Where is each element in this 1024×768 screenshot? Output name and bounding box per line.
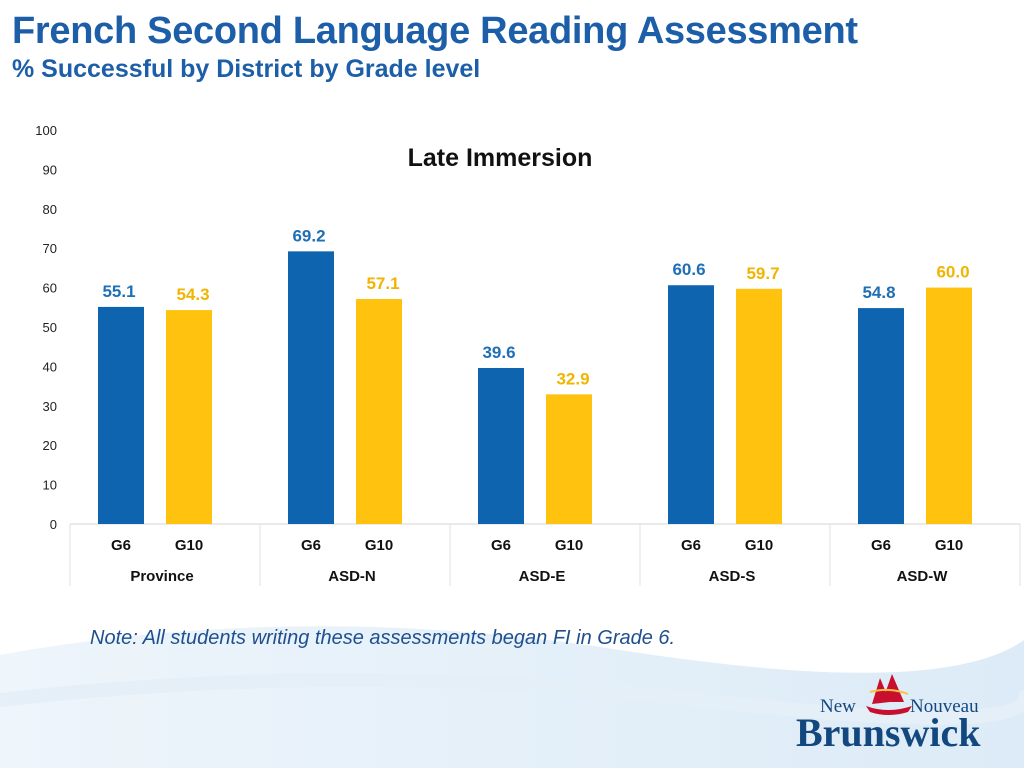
group-label: ASD-S <box>709 568 756 585</box>
ship-icon <box>866 674 912 715</box>
y-tick-label: 60 <box>43 281 57 296</box>
data-label: 60.6 <box>672 260 705 279</box>
group-label: ASD-E <box>519 568 566 585</box>
y-tick-label: 80 <box>43 202 57 217</box>
x-tick-label: G6 <box>681 537 701 554</box>
bar-g6 <box>288 251 334 525</box>
group-label: ASD-W <box>897 568 949 585</box>
data-label: 55.1 <box>102 282 135 301</box>
bar-g10 <box>166 310 212 524</box>
x-tick-label: G10 <box>175 537 203 554</box>
footnote: Note: All students writing these assessm… <box>90 627 676 649</box>
bar-g6 <box>668 285 714 524</box>
y-tick-label: 40 <box>43 359 57 374</box>
page-subtitle: % Successful by District by Grade level <box>12 55 481 83</box>
bar-g6 <box>98 306 144 524</box>
x-tick-label: G6 <box>301 537 321 554</box>
nb-logo: New Nouveau Brunswick <box>796 674 981 752</box>
logo-nouveau: Nouveau <box>910 696 979 717</box>
header: French Second Language Reading Assessmen… <box>12 8 858 84</box>
chart-title: Late Immersion <box>408 144 593 172</box>
page-title: French Second Language Reading Assessmen… <box>12 10 858 52</box>
data-label: 60.0 <box>936 263 969 282</box>
data-label: 59.7 <box>746 264 779 283</box>
bar-g6 <box>858 308 904 524</box>
bar-chart: Late Immersion 0 10 20 30 40 50 60 70 80 90 100 55.1… <box>35 123 1021 586</box>
bar-g6 <box>478 367 524 524</box>
data-label: 32.9 <box>556 369 589 388</box>
group-label: ASD-N <box>328 568 376 585</box>
logo-new: New <box>820 696 856 717</box>
x-tick-label: G6 <box>491 537 511 554</box>
y-tick-label: 100 <box>35 123 57 138</box>
y-tick-label: 0 <box>50 517 57 532</box>
x-tick-label: G10 <box>555 537 583 554</box>
y-tick-label: 10 <box>43 478 57 493</box>
y-tick-label: 90 <box>43 162 57 177</box>
x-tick-label: G10 <box>745 537 773 554</box>
bar-g10 <box>546 394 592 524</box>
x-tick-label: G6 <box>111 537 131 554</box>
x-tick-label: G6 <box>871 537 891 554</box>
data-label: 54.3 <box>176 285 209 304</box>
logo-brunswick: Brunswick <box>796 710 981 752</box>
data-label: 54.8 <box>862 283 895 302</box>
y-tick-label: 70 <box>43 241 57 256</box>
data-label: 69.2 <box>292 226 325 245</box>
y-tick-label: 50 <box>43 320 57 335</box>
x-tick-label: G10 <box>365 537 393 554</box>
bar-g10 <box>736 288 782 524</box>
group-label: Province <box>130 568 193 585</box>
bar-g10 <box>926 287 972 524</box>
data-label: 57.1 <box>366 274 399 293</box>
data-label: 39.6 <box>482 343 515 362</box>
x-tick-label: G10 <box>935 537 963 554</box>
y-tick-label: 20 <box>43 438 57 453</box>
y-tick-label: 30 <box>43 399 57 414</box>
bar-g10 <box>356 299 402 524</box>
